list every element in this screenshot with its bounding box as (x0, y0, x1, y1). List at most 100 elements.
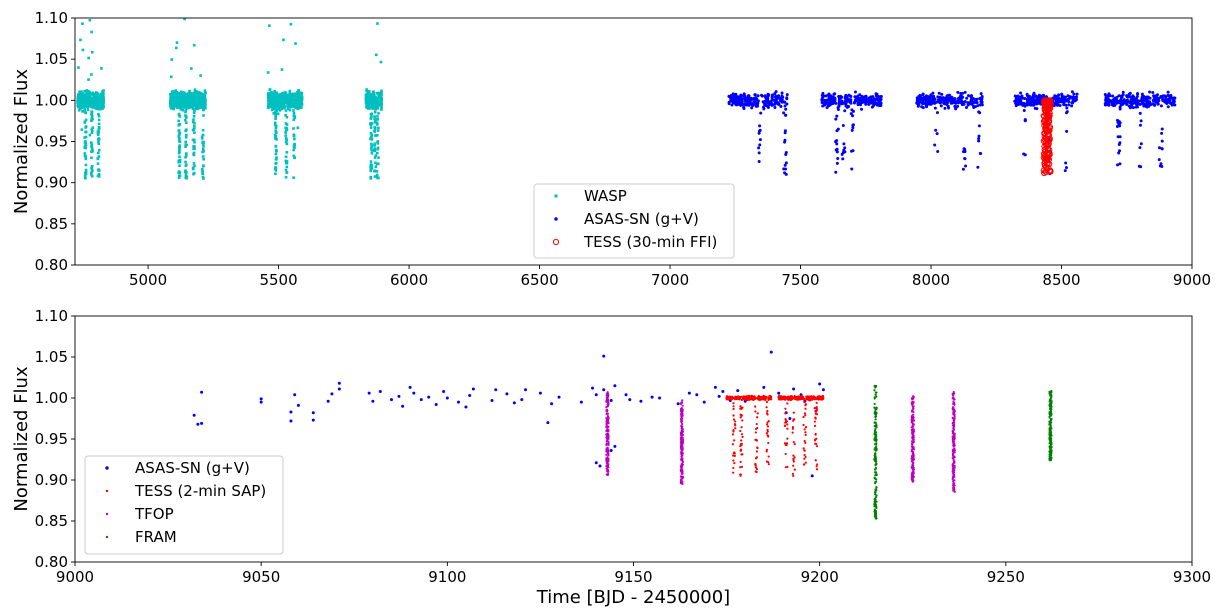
point-wasp (91, 91, 95, 95)
point-asas-sn-g-v- (1132, 98, 1136, 102)
point-tess-2-min-sap- (814, 459, 817, 462)
point-wasp (177, 176, 181, 179)
point-wasp (89, 99, 92, 102)
point-asas-sn-g-v- (727, 100, 731, 104)
point-asas-sn-g-v- (729, 96, 733, 100)
point-tess-2-min-sap- (734, 427, 737, 430)
point-tess-2-min-sap- (767, 463, 770, 466)
point-wasp (184, 152, 188, 155)
point-wasp (96, 101, 100, 104)
point-asas-sn-g-v- (1066, 94, 1070, 98)
point-wasp (188, 89, 191, 93)
point-wasp (370, 163, 374, 167)
point-wasp (179, 99, 182, 103)
point-wasp (293, 146, 296, 150)
point-asas-sn-g-v- (777, 391, 781, 395)
point-wasp (201, 106, 205, 110)
point-wasp (102, 105, 105, 109)
point-wasp (377, 112, 380, 115)
point-wasp (78, 107, 82, 111)
point-tess-2-min-sap- (754, 405, 757, 408)
point-tess-2-min-sap- (733, 454, 736, 457)
point-wasp (90, 174, 94, 178)
point-wasp (97, 148, 101, 152)
point-wasp (95, 93, 99, 97)
point-tess-2-min-sap- (786, 402, 789, 405)
point-wasp (187, 106, 191, 110)
point-asas-sn-g-v- (792, 387, 796, 391)
point-wasp (283, 98, 286, 101)
point-wasp (177, 136, 181, 140)
point-asas-sn-g-v- (860, 107, 864, 111)
x-tick-label: 5000 (129, 271, 167, 289)
point-tess-2-min-sap- (764, 396, 767, 399)
point-wasp (193, 109, 196, 113)
point-asas-sn-g-v- (464, 405, 468, 409)
point-asas-sn-g-v- (837, 98, 841, 102)
point-tess-2-min-sap- (739, 448, 743, 452)
point-asas-sn-g-v- (934, 128, 938, 132)
point-wasp (300, 98, 303, 101)
point-wasp (201, 141, 205, 145)
point-asas-sn-g-v- (751, 104, 755, 108)
point-wasp (97, 168, 101, 171)
point-wasp (284, 175, 288, 179)
point-asas-sn-g-v- (851, 114, 855, 118)
point-tess-2-min-sap- (754, 410, 757, 413)
point-wasp (285, 142, 289, 146)
point-wasp (367, 99, 370, 103)
point-wasp (98, 107, 102, 111)
point-asas-sn-g-v- (943, 106, 947, 110)
point-asas-sn-g-v- (835, 161, 839, 165)
point-wasp (283, 105, 286, 108)
point-wasp (185, 106, 188, 110)
point-tess-2-min-sap- (766, 425, 770, 428)
point-tess-2-min-sap- (733, 462, 736, 465)
point-wasp (83, 97, 86, 100)
point-wasp (373, 175, 377, 178)
point-wasp (201, 175, 205, 179)
point-asas-sn-g-v- (783, 171, 787, 175)
point-asas-sn-g-v- (1019, 91, 1023, 95)
x-tick-label: 7500 (781, 271, 819, 289)
point-asas-sn-g-v- (874, 97, 878, 101)
point-wasp (294, 42, 297, 45)
point-tess-2-min-sap- (792, 464, 795, 467)
point-asas-sn-g-v- (775, 101, 779, 105)
point-asas-sn-g-v- (762, 100, 766, 104)
point-wasp (290, 95, 293, 98)
point-wasp (186, 98, 190, 102)
point-asas-sn-g-v- (1138, 123, 1142, 127)
point-tess-2-min-sap- (732, 414, 735, 417)
point-wasp (376, 97, 379, 100)
point-wasp (286, 95, 289, 99)
point-wasp (280, 101, 283, 105)
point-asas-sn-g-v- (784, 161, 788, 165)
point-wasp (90, 165, 94, 168)
point-asas-sn-g-v- (1139, 119, 1143, 123)
point-wasp (191, 128, 195, 132)
point-asas-sn-g-v- (823, 101, 827, 105)
point-tess-2-min-sap- (784, 407, 787, 410)
point-wasp (78, 102, 82, 105)
point-tess-2-min-sap- (758, 398, 761, 402)
point-wasp (83, 120, 87, 124)
point-asas-sn-g-v- (939, 104, 943, 108)
point-tess-30-min-ffi- (1045, 140, 1052, 148)
point-wasp (199, 96, 202, 99)
point-wasp (180, 103, 184, 107)
point-asas-sn-g-v- (1157, 158, 1161, 162)
point-asas-sn-g-v- (840, 95, 844, 99)
point-tess-2-min-sap- (803, 428, 806, 431)
point-wasp (284, 129, 288, 133)
point-asas-sn-g-v- (1143, 97, 1147, 101)
point-asas-sn-g-v- (1121, 93, 1125, 97)
point-asas-sn-g-v- (546, 421, 550, 425)
point-asas-sn-g-v- (1148, 101, 1152, 105)
point-wasp (80, 99, 84, 103)
point-wasp (81, 110, 84, 113)
point-asas-sn-g-v- (200, 421, 204, 425)
point-wasp (270, 108, 274, 112)
point-asas-sn-g-v- (841, 157, 845, 161)
